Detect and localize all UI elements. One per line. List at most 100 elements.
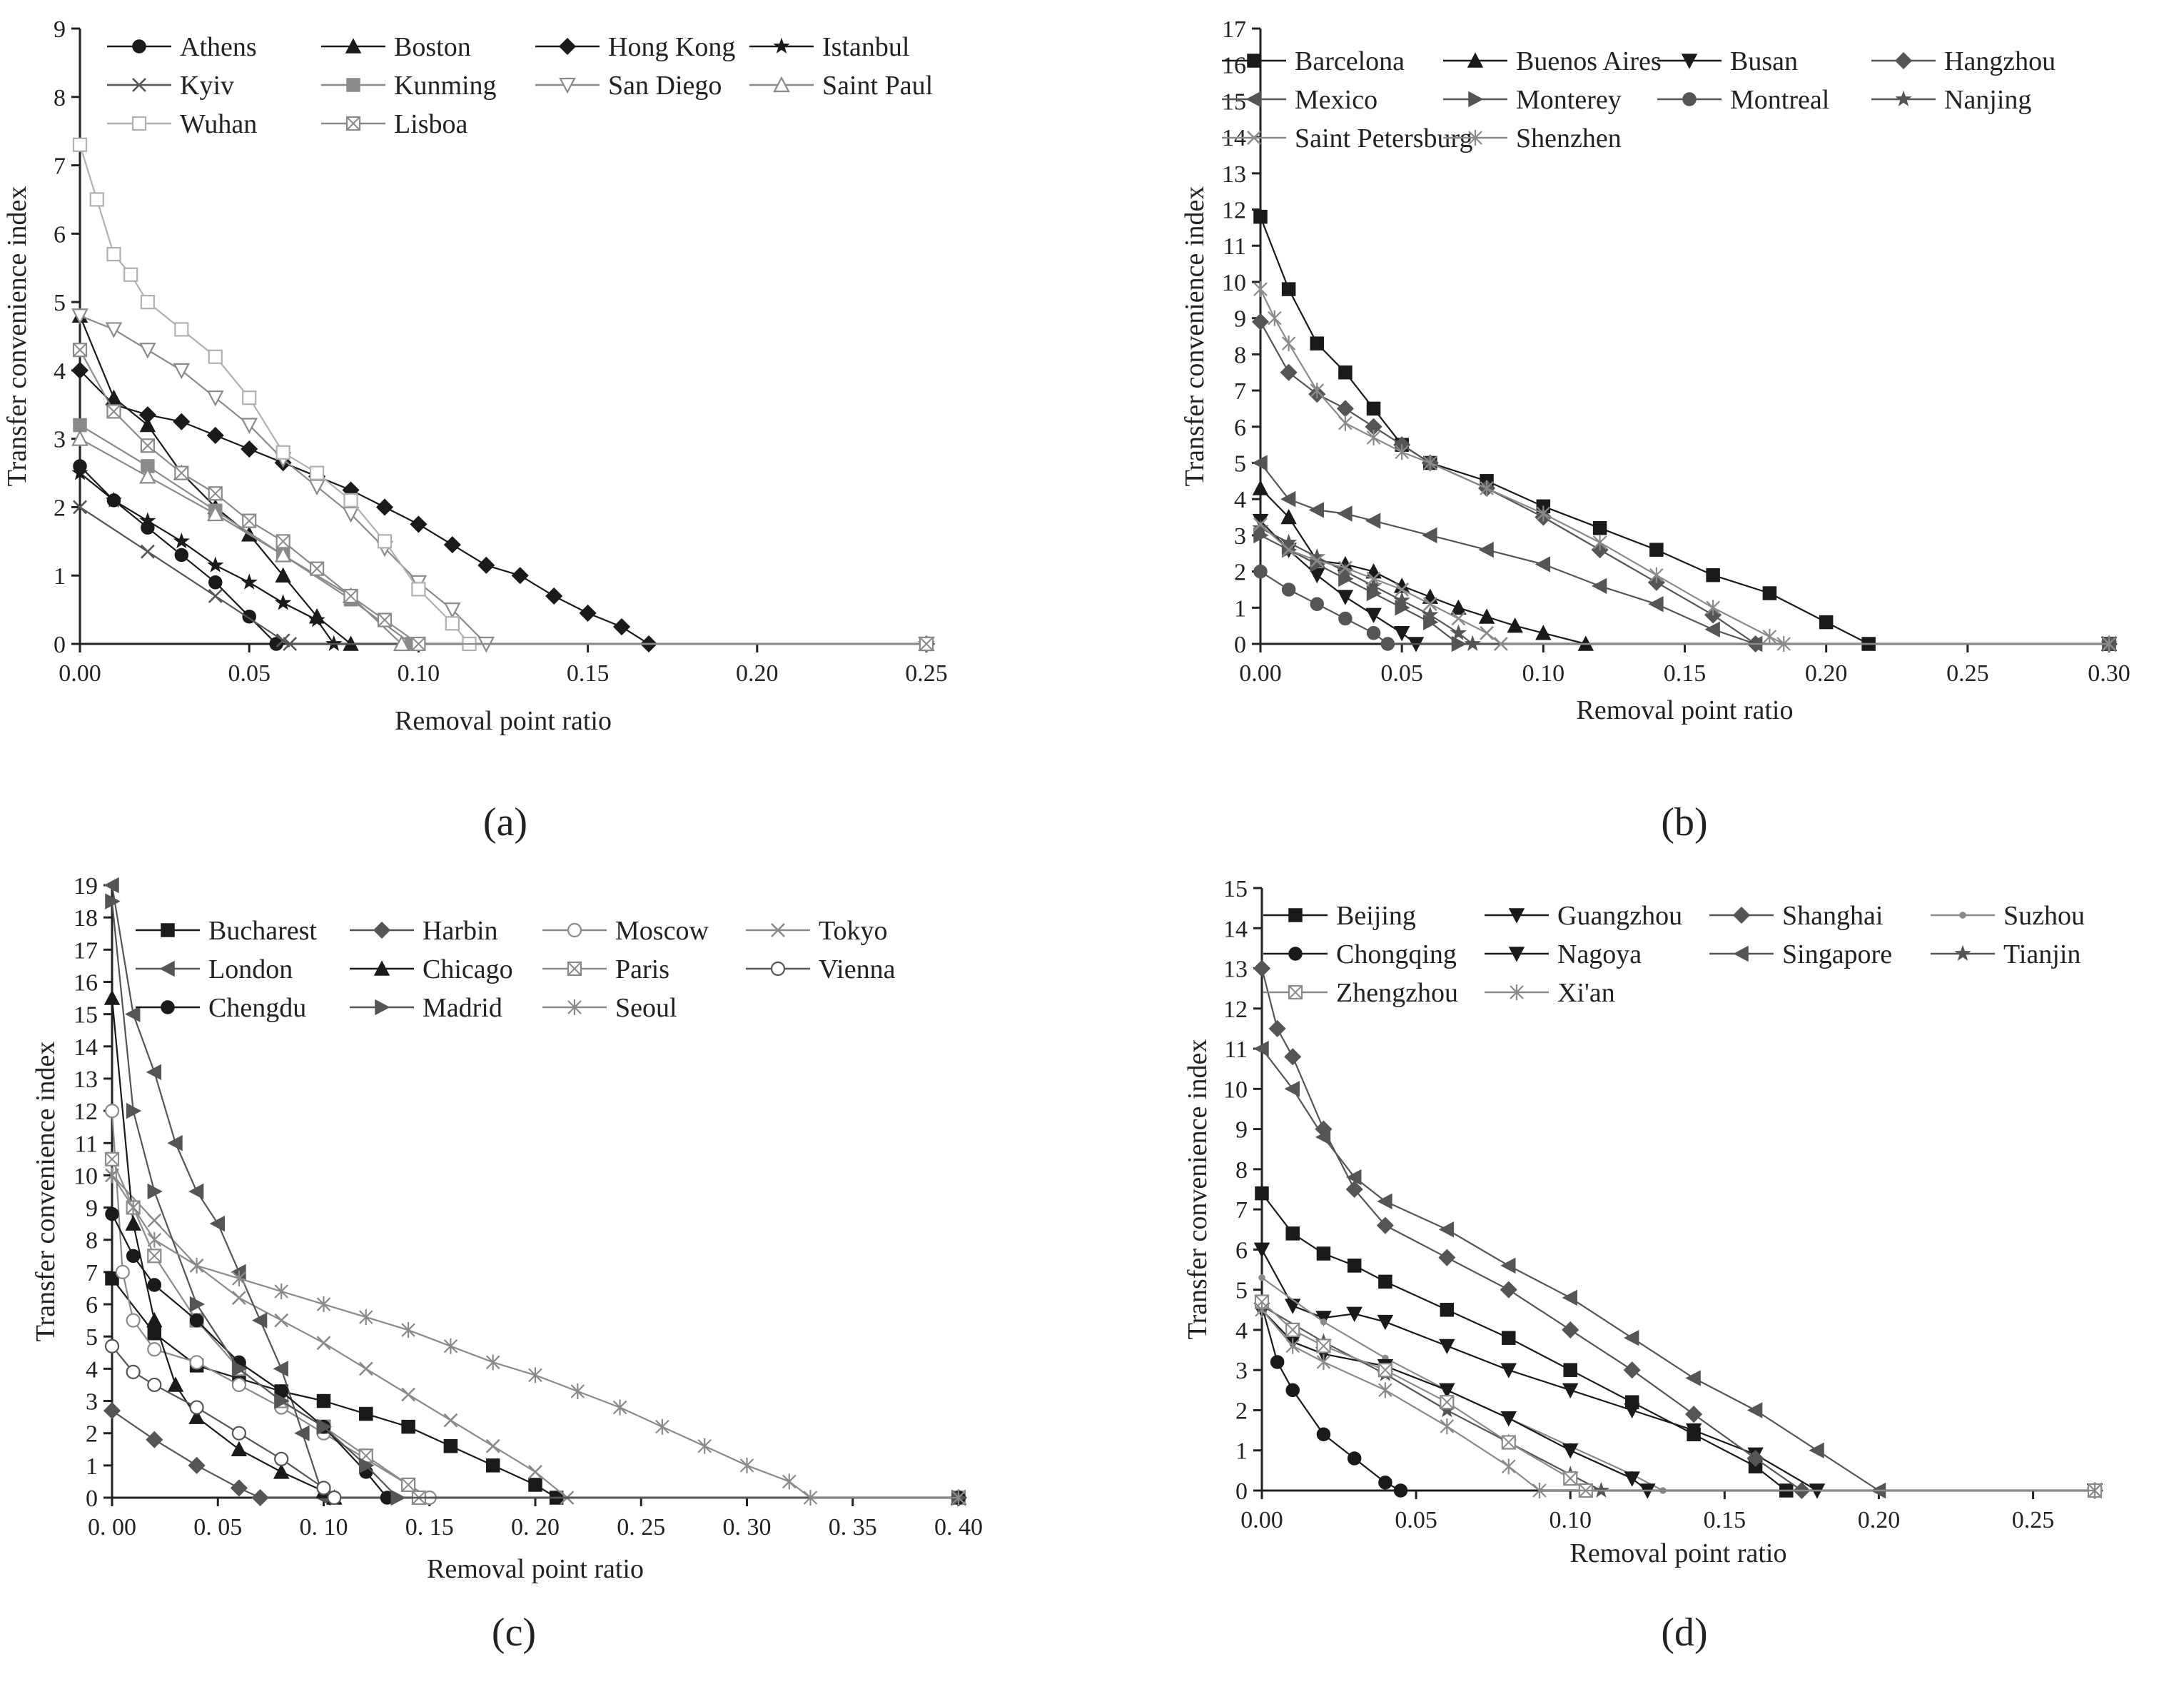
data-point [359, 1457, 375, 1474]
data-point [1258, 1274, 1265, 1281]
data-point [106, 404, 121, 419]
data-point [1500, 1281, 1517, 1299]
legend-label: Boston [394, 32, 471, 62]
data-point [444, 603, 461, 619]
series-line [79, 144, 926, 645]
data-point [206, 390, 224, 407]
data-point [126, 1102, 142, 1119]
data-point [140, 438, 155, 453]
series-line [1261, 1048, 2095, 1492]
legend-swatch-marker [1468, 91, 1484, 108]
data-point [106, 246, 121, 262]
legend-swatch-marker [567, 999, 582, 1015]
data-point [1338, 611, 1353, 626]
legend-swatch-marker [1467, 52, 1484, 68]
data-point [72, 343, 88, 358]
legend-label: Hangzhou [1944, 46, 2056, 76]
data-point [72, 137, 88, 152]
data-point [1563, 1363, 1577, 1377]
data-point [1500, 1411, 1517, 1427]
data-point [1535, 625, 1552, 640]
data-point [126, 1313, 141, 1328]
y-tick-label: 1 [1234, 595, 1246, 622]
series-line [1260, 534, 2109, 645]
legend-entry-seoul: Seoul [542, 993, 677, 1023]
y-tick-label: 12 [1222, 198, 1246, 224]
x-tick-label: 0.10 [1522, 660, 1565, 687]
y-tick-label: 2 [1235, 1398, 1248, 1424]
y-tick-label: 1 [1235, 1438, 1248, 1465]
data-point [528, 1464, 542, 1479]
data-point [89, 192, 104, 207]
series-kunming [73, 418, 934, 651]
x-tick-label: 0.05 [228, 660, 271, 687]
y-tick-label: 3 [86, 1389, 98, 1416]
data-point [1284, 1048, 1302, 1066]
data-point [739, 1457, 754, 1473]
legend-label: Bucharest [208, 916, 317, 946]
y-tick-label: 6 [54, 221, 66, 248]
legend-entry-moscow: Moscow [542, 916, 709, 946]
y-tick-label: 9 [1235, 1117, 1248, 1144]
data-point [1592, 520, 1607, 535]
data-point [1819, 615, 1834, 630]
data-point [1478, 541, 1494, 558]
data-point [105, 1206, 119, 1221]
data-point [71, 361, 89, 379]
data-point [316, 1481, 331, 1496]
x-axis-title: Removal point ratio [427, 1554, 644, 1584]
data-point [274, 1313, 289, 1328]
y-axis-title: Transfer convenience index [1183, 1039, 1213, 1340]
x-tick-label: 0. 40 [934, 1514, 983, 1541]
data-point [545, 587, 563, 605]
series-boston [71, 307, 935, 651]
x-axis-title: Removal point ratio [395, 706, 612, 736]
legend-entry-madrid: Madrid [350, 993, 502, 1023]
data-point [1502, 1331, 1516, 1345]
data-point [1422, 597, 1437, 612]
data-point [1439, 1383, 1455, 1398]
data-point [1450, 624, 1467, 640]
data-point [1316, 1246, 1331, 1261]
y-tick-label: 15 [74, 1002, 98, 1029]
data-point [528, 1478, 542, 1492]
legend-label: Mexico [1295, 85, 1377, 115]
data-point [1281, 336, 1296, 352]
data-point [309, 465, 325, 480]
data-point [359, 1309, 373, 1326]
data-point [359, 1406, 373, 1421]
y-tick-label: 5 [1235, 1278, 1248, 1304]
data-point [1536, 505, 1551, 522]
data-point [1345, 1180, 1363, 1199]
legend-entry-saint-paul: Saint Paul [749, 71, 933, 101]
data-point [1480, 625, 1494, 640]
legend-swatch-marker [770, 961, 786, 977]
data-point [1762, 586, 1777, 600]
series-line [111, 1174, 959, 1499]
data-point [1284, 1299, 1301, 1314]
legend-label: Beijing [1336, 901, 1416, 931]
x-tick-label: 0.20 [1858, 1507, 1901, 1533]
data-point [410, 515, 428, 533]
data-point [411, 582, 426, 597]
y-tick-label: 13 [1222, 161, 1246, 188]
legend-entry-boston: Boston [321, 32, 471, 62]
series-xi-an [1255, 1301, 2102, 1498]
data-point [1562, 1443, 1579, 1459]
data-point [1252, 519, 1269, 535]
series-san-diego [71, 308, 935, 653]
data-point [1762, 628, 1777, 645]
data-point [1338, 415, 1353, 431]
data-point [485, 1438, 500, 1453]
legend-swatch-marker [1508, 947, 1525, 962]
legend-label: Nanjing [1944, 85, 2031, 115]
data-point [273, 1361, 288, 1377]
data-point [316, 1418, 333, 1435]
series-line [1260, 488, 2109, 645]
data-point [167, 1376, 184, 1392]
data-point [146, 1431, 163, 1448]
data-point [1315, 1129, 1331, 1146]
data-point [443, 1438, 458, 1453]
series-line [79, 315, 926, 645]
data-point [105, 893, 121, 909]
